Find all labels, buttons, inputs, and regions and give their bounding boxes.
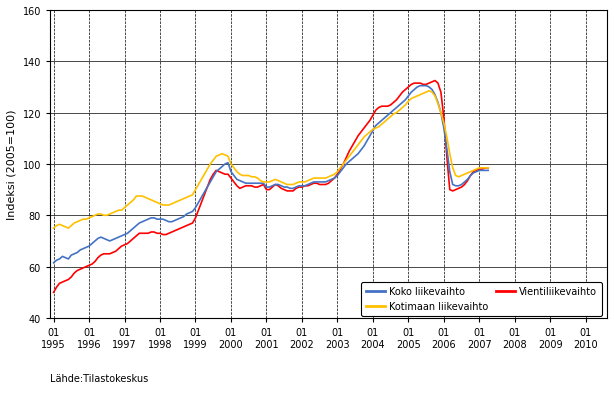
Vientiliikevaihto xyxy=(316,183,324,188)
Kotimaan liikevaihto xyxy=(316,176,324,181)
Legend: Koko liikevaihto, Kotimaan liikevaihto, Vientiliikevaihto: Koko liikevaihto, Kotimaan liikevaihto, … xyxy=(361,282,602,316)
Koko liikevaihto xyxy=(316,180,324,185)
Vientiliikevaihto xyxy=(79,266,87,271)
Line: Kotimaan liikevaihto: Kotimaan liikevaihto xyxy=(53,92,488,228)
Line: Vientiliikevaihto: Vientiliikevaihto xyxy=(53,81,488,292)
Kotimaan liikevaihto xyxy=(484,166,492,171)
Kotimaan liikevaihto xyxy=(357,139,365,144)
Vientiliikevaihto xyxy=(357,130,365,135)
Kotimaan liikevaihto xyxy=(426,89,433,94)
Vientiliikevaihto xyxy=(431,79,438,84)
Koko liikevaihto xyxy=(79,247,87,252)
Y-axis label: Indeksi (2005=100): Indeksi (2005=100) xyxy=(7,109,17,220)
Text: Lähde:Tilastokeskus: Lähde:Tilastokeskus xyxy=(50,373,148,384)
Kotimaan liikevaihto xyxy=(50,226,57,231)
Kotimaan liikevaihto xyxy=(79,217,87,222)
Vientiliikevaihto xyxy=(133,234,140,239)
Kotimaan liikevaihto xyxy=(257,179,264,184)
Kotimaan liikevaihto xyxy=(133,194,140,199)
Koko liikevaihto xyxy=(266,185,273,190)
Line: Koko liikevaihto: Koko liikevaihto xyxy=(53,86,488,263)
Koko liikevaihto xyxy=(257,181,264,186)
Vientiliikevaihto xyxy=(50,290,57,295)
Vientiliikevaihto xyxy=(266,188,273,192)
Koko liikevaihto xyxy=(50,261,57,266)
Koko liikevaihto xyxy=(357,148,365,153)
Vientiliikevaihto xyxy=(484,166,492,171)
Vientiliikevaihto xyxy=(257,184,264,189)
Kotimaan liikevaihto xyxy=(266,180,273,185)
Koko liikevaihto xyxy=(416,84,424,89)
Koko liikevaihto xyxy=(133,223,140,228)
Koko liikevaihto xyxy=(484,169,492,173)
